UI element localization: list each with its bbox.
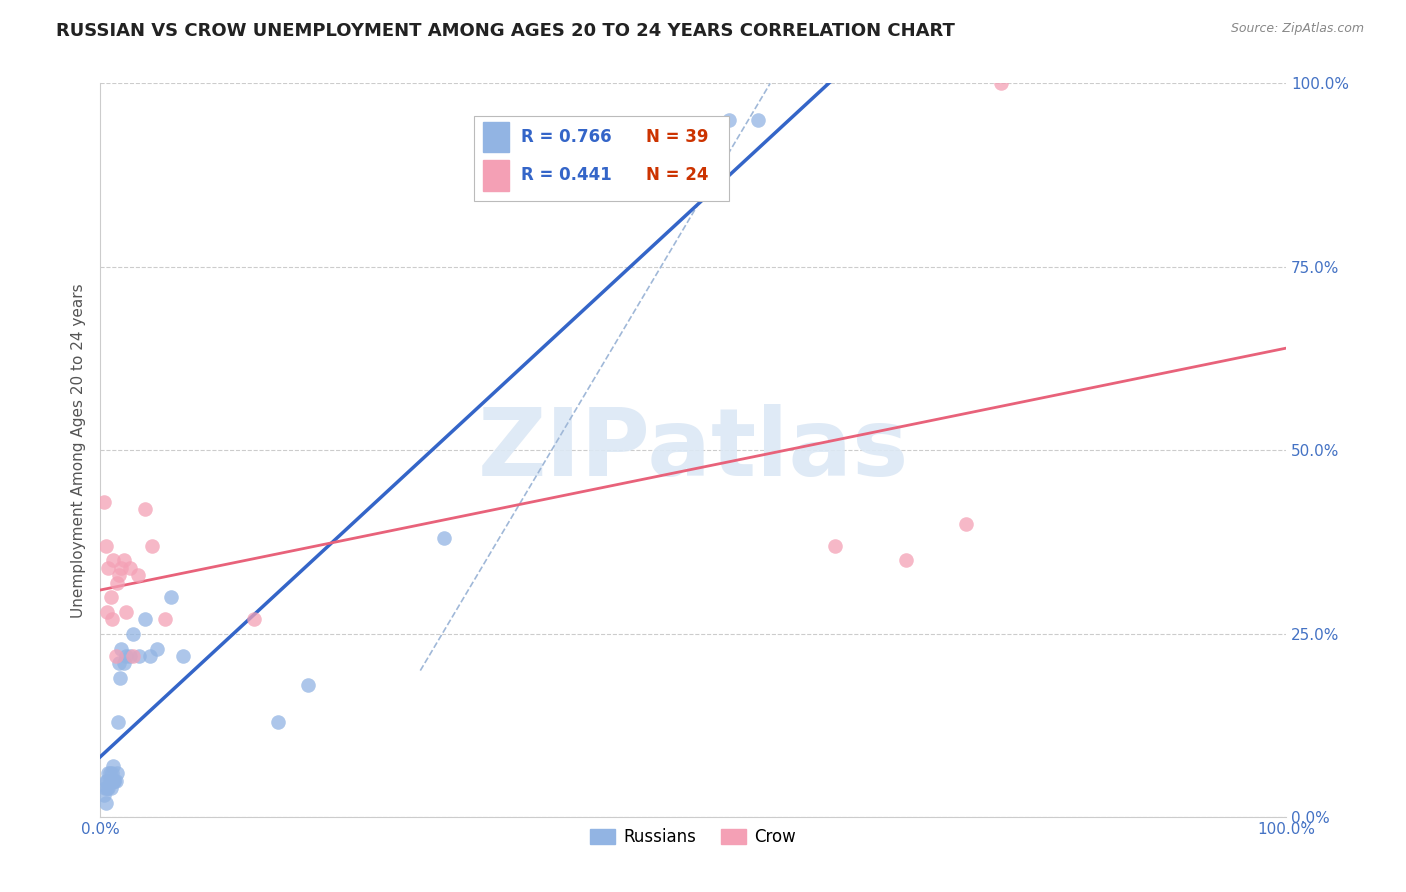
Point	[97, 780, 120, 795]
Text: N = 24: N = 24	[645, 166, 709, 184]
Text: R = 0.766: R = 0.766	[522, 128, 612, 146]
Point	[110, 641, 132, 656]
Point	[297, 678, 319, 692]
Point	[97, 766, 120, 780]
Point	[172, 648, 194, 663]
Y-axis label: Unemployment Among Ages 20 to 24 years: Unemployment Among Ages 20 to 24 years	[72, 283, 86, 618]
Point	[100, 773, 122, 788]
Point	[101, 773, 124, 788]
Text: ZIPatlas: ZIPatlas	[478, 404, 908, 497]
Point	[134, 612, 156, 626]
Point	[110, 561, 132, 575]
Point	[93, 789, 115, 803]
Point	[122, 627, 145, 641]
Point	[134, 502, 156, 516]
Point	[103, 773, 125, 788]
Point	[824, 539, 846, 553]
Point	[98, 773, 121, 788]
Point	[433, 532, 456, 546]
Point	[243, 612, 266, 626]
Point	[98, 766, 121, 780]
Point	[115, 605, 138, 619]
FancyBboxPatch shape	[484, 160, 509, 191]
FancyBboxPatch shape	[474, 117, 728, 201]
Point	[108, 657, 131, 671]
Point	[112, 657, 135, 671]
Point	[97, 561, 120, 575]
FancyBboxPatch shape	[484, 121, 509, 153]
Point	[101, 612, 124, 626]
Point	[105, 766, 128, 780]
Point	[128, 648, 150, 663]
Point	[118, 561, 141, 575]
Point	[160, 590, 183, 604]
Legend: Russians, Crow: Russians, Crow	[583, 822, 803, 853]
Point	[155, 612, 177, 626]
Point	[112, 553, 135, 567]
Point	[100, 780, 122, 795]
Point	[146, 641, 169, 656]
Point	[108, 568, 131, 582]
Point	[955, 516, 977, 531]
Point	[127, 568, 149, 582]
Point	[94, 539, 117, 553]
Point	[104, 648, 127, 663]
Point	[747, 113, 769, 128]
Point	[107, 714, 129, 729]
Point	[96, 780, 118, 795]
Point	[94, 796, 117, 810]
Point	[101, 766, 124, 780]
Point	[896, 553, 918, 567]
Text: Source: ZipAtlas.com: Source: ZipAtlas.com	[1230, 22, 1364, 36]
Point	[990, 77, 1012, 91]
Point	[94, 773, 117, 788]
Point	[94, 780, 117, 795]
Point	[717, 113, 740, 128]
Text: N = 39: N = 39	[645, 128, 709, 146]
Point	[110, 671, 132, 685]
Point	[118, 648, 141, 663]
Point	[104, 773, 127, 788]
Point	[93, 495, 115, 509]
Point	[267, 714, 290, 729]
Point	[101, 759, 124, 773]
Point	[139, 648, 162, 663]
Point	[100, 590, 122, 604]
Point	[115, 648, 138, 663]
Text: R = 0.441: R = 0.441	[522, 166, 612, 184]
Point	[101, 773, 124, 788]
Point	[96, 773, 118, 788]
Text: RUSSIAN VS CROW UNEMPLOYMENT AMONG AGES 20 TO 24 YEARS CORRELATION CHART: RUSSIAN VS CROW UNEMPLOYMENT AMONG AGES …	[56, 22, 955, 40]
Point	[96, 605, 118, 619]
Point	[105, 575, 128, 590]
Point	[122, 648, 145, 663]
Point	[103, 773, 125, 788]
Point	[101, 553, 124, 567]
Point	[141, 539, 163, 553]
